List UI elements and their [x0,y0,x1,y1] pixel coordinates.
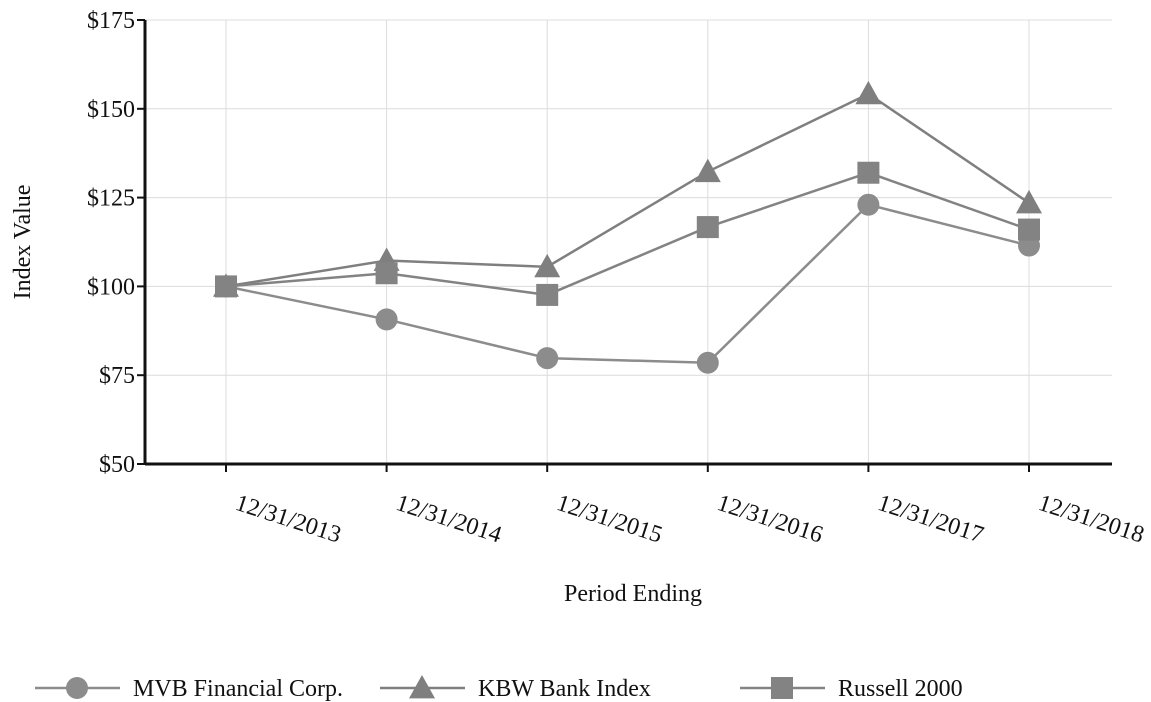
data-point-triangle [855,80,882,105]
legend-item-2: Russell 2000 [740,676,963,702]
data-point-triangle [534,253,561,278]
series-line [225,171,1030,297]
legend-marker-square [771,677,793,699]
y-tick-labels: $50 $75 $100 $125 $150 $175 [87,8,145,478]
legend-item-0: MVB Financial Corp. [35,676,343,702]
legend-label: KBW Bank Index [478,676,651,702]
data-point-square [375,262,398,285]
legend-marker-triangle [409,675,435,699]
series-line [225,92,1030,288]
x-tick-label: 12/31/2017 [875,490,987,549]
axes [143,20,1112,466]
y-tick-label: $150 [87,97,135,123]
data-point-circle [696,351,719,374]
x-tick-label: 12/31/2013 [232,490,344,549]
legend: MVB Financial Corp. KBW Bank Index Russell… [35,675,963,702]
x-tick-label: 12/31/2015 [553,490,665,549]
y-tick-label: $50 [99,452,135,478]
y-tick-label: $125 [87,186,135,212]
legend-marker-circle [66,677,88,699]
series-2 [215,161,1040,306]
legend-label: Russell 2000 [838,676,963,702]
data-point-circle [857,193,880,216]
series-layer [213,80,1042,374]
legend-item-1: KBW Bank Index [380,675,651,702]
data-point-square [1018,218,1040,241]
y-tick-label: $100 [87,274,135,300]
y-tick-label: $175 [87,8,135,34]
grid-lines [145,19,1112,465]
data-point-triangle [1016,189,1042,214]
data-point-square [696,216,719,239]
x-tick-label: 12/31/2014 [393,490,505,549]
data-point-circle [375,308,398,331]
data-point-circle [536,347,559,370]
data-point-square [215,275,237,298]
x-axis-title: Period Ending [564,581,702,607]
y-tick-label: $75 [99,363,135,389]
x-tick-label: 12/31/2018 [1035,490,1147,549]
legend-label: MVB Financial Corp. [133,676,343,702]
data-point-square [857,161,880,184]
series-line [225,203,1030,365]
data-point-square [536,283,559,306]
x-tick-label: 12/31/2016 [714,490,826,549]
y-axis-title: Index Value [10,185,36,300]
series-0 [215,193,1040,374]
x-tick-labels: 12/31/2013 12/31/2014 12/31/2015 12/31/2016… [225,464,1147,549]
data-point-triangle [694,158,721,183]
